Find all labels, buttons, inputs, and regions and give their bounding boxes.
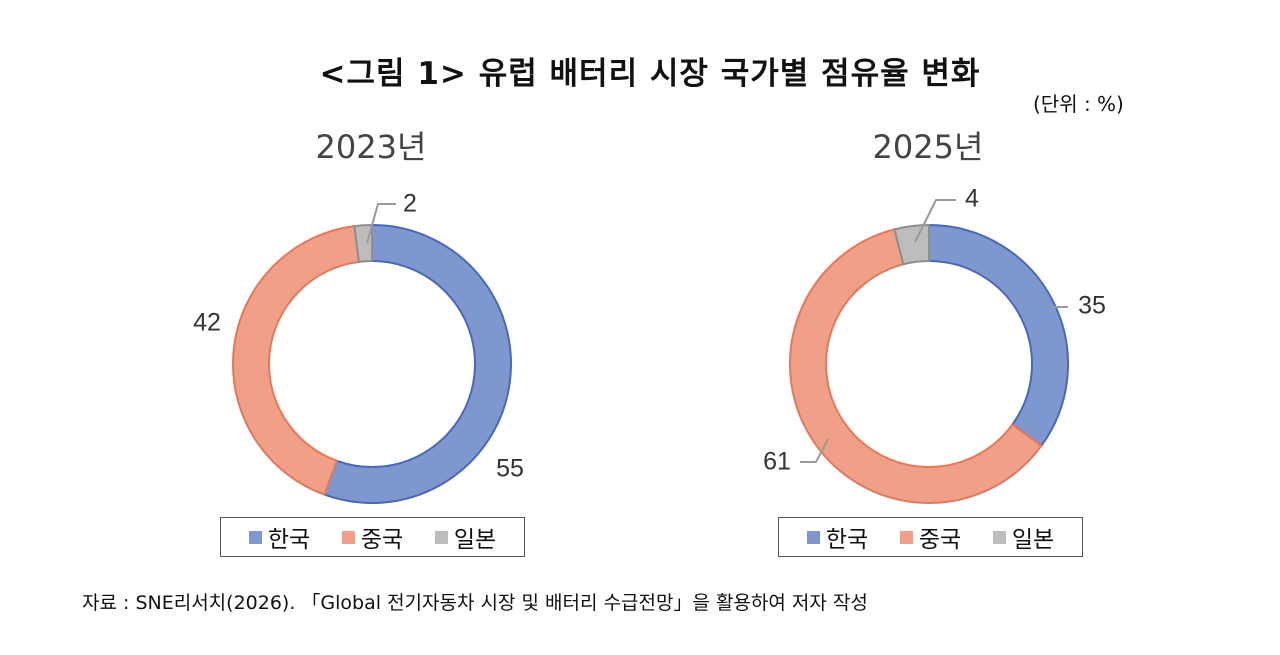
chart-2025-title: 2025년 (872, 128, 984, 166)
data-label-japan: 4 (965, 185, 979, 213)
source-note: 자료 : SNE리서치(2026). 「Global 전기자동차 시장 및 배터… (82, 592, 868, 614)
donut-slice-korea (323, 223, 512, 504)
chart-2023-title: 2023년 (315, 128, 427, 166)
unit-note: (단위 : %) (1033, 92, 1124, 116)
legend-swatch-japan (992, 530, 1006, 544)
legend-2025: 한국 중국 일본 (778, 517, 1083, 557)
legend-label-japan: 일본 (1011, 527, 1055, 553)
legend-item-korea: 한국 (806, 520, 869, 554)
donut-slice-china (788, 228, 1043, 504)
legend-label-china: 중국 (918, 527, 962, 553)
data-label-japan: 2 (403, 190, 417, 218)
legend-item-korea: 한국 (248, 520, 311, 554)
leader-line-japan (914, 199, 956, 243)
data-label-china: 61 (763, 448, 791, 476)
legend-item-china: 중국 (341, 520, 404, 554)
data-label-korea: 35 (1078, 292, 1106, 320)
donut-slice-japan (893, 223, 930, 266)
legend-swatch-korea (806, 530, 820, 544)
donut-chart-2025: 35 61 4 (763, 185, 1106, 504)
donut-slice-china (232, 224, 361, 496)
leader-line-japan (366, 203, 396, 244)
donut-slice-korea (928, 223, 1069, 448)
legend-swatch-korea (248, 530, 262, 544)
legend-label-japan: 일본 (453, 527, 497, 553)
figure-title: <그림 1> 유럽 배터리 시장 국가별 점유율 변화 (319, 56, 981, 92)
legend-label-korea: 한국 (825, 527, 869, 553)
data-label-korea: 55 (496, 455, 524, 483)
leader-line-china (800, 438, 829, 463)
legend-label-china: 중국 (360, 527, 404, 553)
legend-swatch-china (341, 530, 355, 544)
donut-chart-2023: 55 42 2 (193, 190, 524, 504)
legend-item-japan: 일본 (434, 520, 497, 554)
donut-slice-japan (353, 223, 373, 263)
legend-swatch-china (899, 530, 913, 544)
legend-swatch-japan (434, 530, 448, 544)
legend-label-korea: 한국 (267, 527, 311, 553)
data-label-china: 42 (193, 309, 221, 337)
legend-item-japan: 일본 (992, 520, 1055, 554)
legend-2023: 한국 중국 일본 (220, 517, 525, 557)
legend-item-china: 중국 (899, 520, 962, 554)
